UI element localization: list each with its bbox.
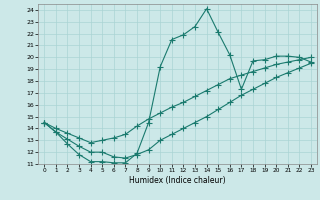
- X-axis label: Humidex (Indice chaleur): Humidex (Indice chaleur): [129, 176, 226, 185]
